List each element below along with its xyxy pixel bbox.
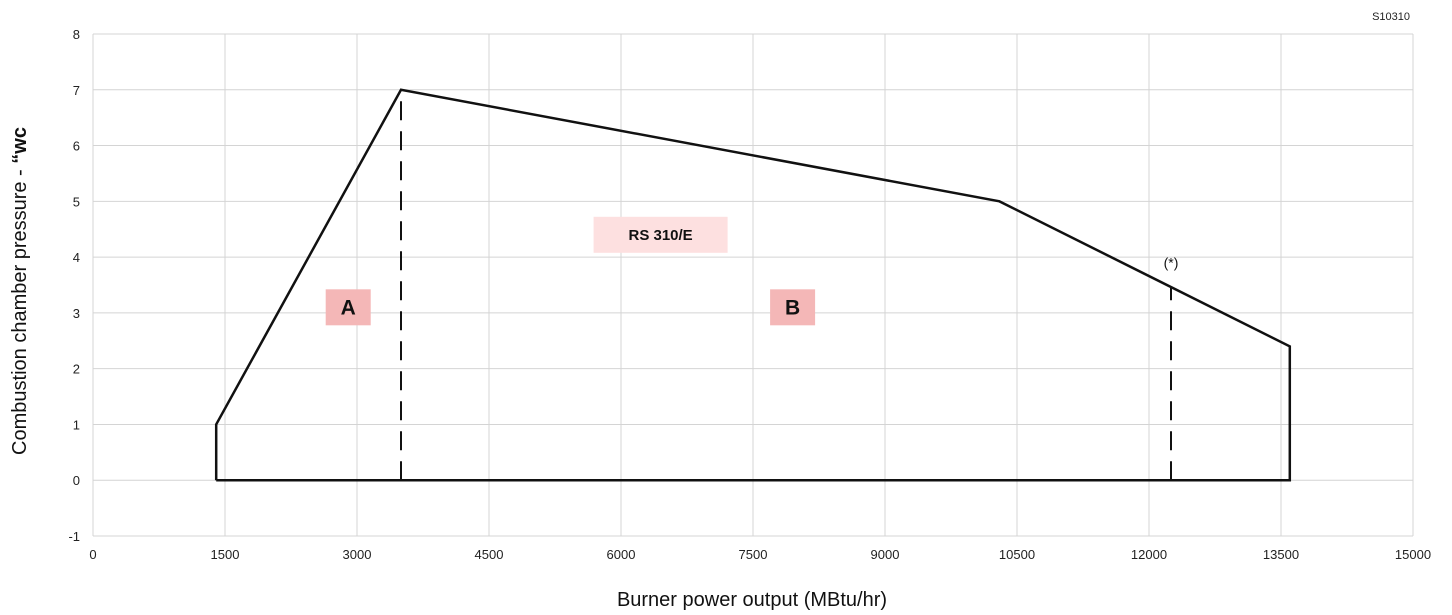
y-tick-label: -1 xyxy=(68,529,80,544)
y-tick-label: 0 xyxy=(73,473,80,488)
x-tick-label: 15000 xyxy=(1395,547,1431,562)
model-label-bg xyxy=(593,216,728,253)
y-axis-title: Combustion chamber pressure - “wc xyxy=(9,127,31,455)
zone-label-b: B xyxy=(785,296,800,319)
operating-range-outline xyxy=(214,88,1292,482)
y-tick-label: 5 xyxy=(73,194,80,209)
series-outline xyxy=(214,88,1292,482)
x-tick-label: 0 xyxy=(89,547,96,562)
x-axis-title: Burner power output (MBtu/hr) xyxy=(617,589,887,611)
x-tick-label: 9000 xyxy=(871,547,900,562)
y-tick-label: 4 xyxy=(73,250,80,265)
y-axis-title-unit: “wc xyxy=(9,127,31,164)
region-labels: A B RS 310/E (*) xyxy=(325,216,1179,326)
y-tick-label: 8 xyxy=(73,27,80,42)
zone-label-a-bg xyxy=(325,289,371,326)
x-tick-label: 13500 xyxy=(1263,547,1299,562)
y-tick-label: 1 xyxy=(73,417,80,432)
x-tick-label: 12000 xyxy=(1131,547,1167,562)
dashed-lines xyxy=(400,89,1172,481)
y-tick-label: 2 xyxy=(73,362,80,377)
x-tick-label: 7500 xyxy=(739,547,768,562)
figure-code: S10310 xyxy=(1372,11,1410,23)
x-tick-label: 4500 xyxy=(475,547,504,562)
x-tick-label: 10500 xyxy=(999,547,1035,562)
y-axis-title-main: Combustion chamber pressure - xyxy=(9,164,31,455)
x-tick-label: 6000 xyxy=(607,547,636,562)
footnote-marker: (*) xyxy=(1164,255,1179,271)
zone-label-a: A xyxy=(341,296,356,319)
x-axis-ticks: 0 1500 3000 4500 6000 7500 9000 10500 12000 13500… xyxy=(89,547,1431,562)
grid-lines xyxy=(92,33,1414,537)
zone-label-b-bg xyxy=(770,289,816,326)
y-tick-label: 7 xyxy=(73,83,80,98)
y-tick-label: 6 xyxy=(73,139,80,154)
x-tick-label: 1500 xyxy=(211,547,240,562)
y-tick-label: 3 xyxy=(73,306,80,321)
model-label: RS 310/E xyxy=(628,227,692,244)
x-tick-label: 3000 xyxy=(343,547,372,562)
y-axis-ticks: -1 0 1 2 3 4 5 6 7 8 xyxy=(68,27,80,544)
